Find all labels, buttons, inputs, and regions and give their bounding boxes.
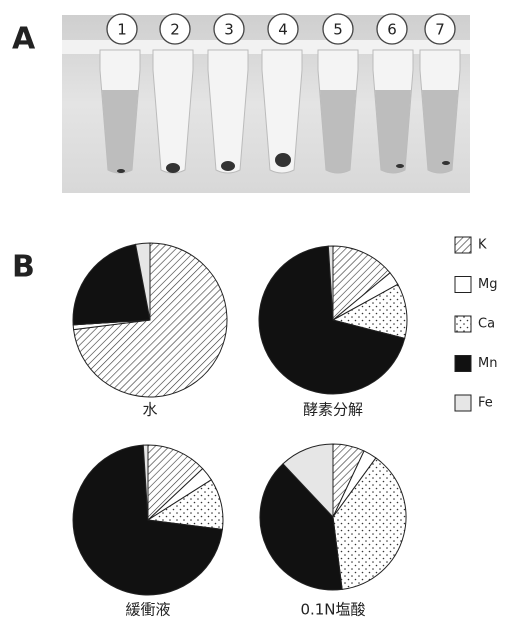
pie-title: 0.1N塩酸 [300,601,365,619]
pie-slice [72,444,223,596]
pie-slice [258,245,406,395]
legend-swatch [454,355,472,372]
panel-label: B [12,250,35,285]
tube-number: 4 [278,21,288,39]
tube-number: 7 [435,21,445,39]
tube-number: 3 [224,21,234,39]
pie-slice [134,242,151,321]
legend-label: Mg [478,277,497,292]
tube-marker [213,13,245,45]
pie-slice [327,245,334,321]
tube-marker [159,13,191,45]
legend-label: K [478,238,487,253]
photo [62,15,470,193]
legend-label: Fe [478,396,493,411]
legend-swatch [454,276,472,293]
pie-slice [332,245,391,322]
pie-slice [147,444,204,522]
pie-title: 酵素分解 [303,401,363,419]
pie-title: 水 [142,401,157,419]
pie-slice [282,443,334,519]
tube-marker [376,13,408,45]
legend-label: Mn [478,356,497,371]
tube-number: 5 [333,21,343,39]
tube-number: 1 [117,21,127,39]
pie-title: 緩衝液 [125,601,170,619]
panel-label: A [12,22,36,57]
tube-marker [424,13,456,45]
legend-label: Ca [478,317,495,332]
legend-swatch [454,315,472,333]
pie-slice [142,444,149,521]
pie-slice [72,243,151,326]
tube-marker [267,13,299,45]
legend-swatch [454,394,472,412]
pie-slice [259,463,343,591]
pie-slice [332,457,407,590]
tube-number: 6 [387,21,397,39]
legend-swatch [454,236,472,254]
tube-marker [322,13,354,45]
tube-number: 2 [170,21,180,39]
tube-marker [106,13,138,45]
